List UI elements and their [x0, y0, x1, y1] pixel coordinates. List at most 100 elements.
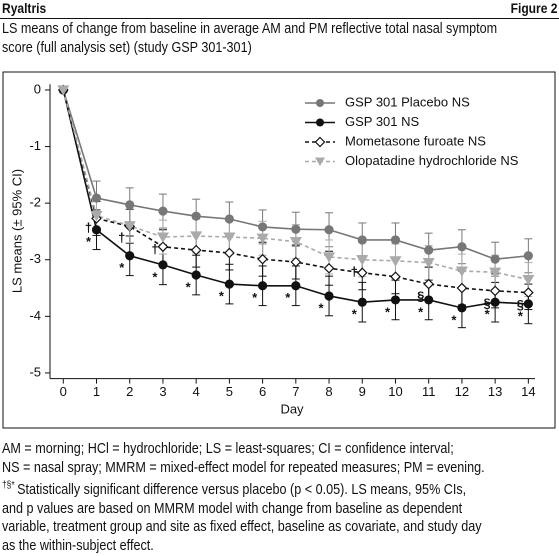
footnote-line: as the within-subject effect. — [2, 536, 154, 554]
marker — [224, 247, 235, 259]
x-tick-label: 6 — [259, 384, 266, 399]
x-tick-label: 3 — [159, 384, 166, 399]
marker — [156, 232, 169, 243]
marker — [357, 297, 367, 307]
marker — [456, 282, 468, 294]
marker — [125, 251, 135, 261]
marker — [356, 255, 369, 266]
significance-marker: * — [119, 260, 125, 275]
marker — [224, 279, 234, 289]
footnote-line: and p values are based on MMRM model wit… — [2, 499, 463, 517]
x-tick-label: 14 — [521, 384, 535, 399]
marker — [224, 214, 234, 224]
significance-marker: * — [518, 308, 524, 323]
legend-label: GSP 301 NS — [345, 114, 420, 129]
legend-marker — [316, 118, 324, 127]
significance-marker: * — [485, 307, 491, 322]
marker — [258, 222, 268, 232]
legend-label: GSP 301 Placebo NS — [345, 94, 470, 109]
significance-marker: § — [417, 289, 424, 304]
marker — [190, 231, 203, 242]
x-tick-label: 9 — [359, 384, 366, 399]
brand: Ryaltris — [2, 0, 47, 16]
marker — [523, 299, 533, 309]
marker — [190, 244, 202, 256]
marker — [457, 303, 467, 313]
y-tick-label: -4 — [29, 308, 41, 323]
significance-marker: * — [352, 307, 358, 322]
y-axis-label: LS means (± 95% CI) — [9, 169, 24, 293]
marker — [424, 245, 434, 255]
legend-marker — [314, 136, 326, 148]
marker — [322, 252, 336, 263]
significance-marker: * — [451, 312, 457, 327]
x-tick-label: 13 — [488, 384, 502, 399]
x-tick-label: 10 — [388, 384, 402, 399]
significance-marker: § — [517, 297, 524, 312]
footnote-line: †§* Statistically significant difference … — [2, 477, 485, 500]
x-axis-label: Day — [280, 401, 304, 416]
marker — [257, 253, 268, 265]
marker — [256, 233, 269, 244]
x-tick-label: 4 — [193, 384, 200, 399]
marker — [290, 256, 302, 268]
marker — [91, 225, 102, 235]
significance-marker: * — [152, 269, 158, 284]
marker — [356, 267, 368, 279]
marker — [522, 274, 535, 286]
footnote-line: AM = morning; HCl = hydrochloride; LS = … — [2, 440, 454, 457]
marker — [390, 235, 401, 245]
marker — [123, 221, 136, 232]
x-tick-label: 8 — [325, 384, 332, 399]
title-line: score (full analysis set) (study GSP 301… — [2, 39, 252, 56]
legend-marker — [315, 157, 325, 166]
marker — [191, 270, 201, 280]
footnote-text: Statistically significant difference ver… — [17, 481, 467, 498]
marker — [323, 262, 335, 274]
legend-label: Mometasone furoate NS — [345, 133, 486, 148]
footnote: AM = morning; HCl = hydrochloride; LS = … — [2, 440, 485, 555]
x-tick-label: 7 — [292, 384, 299, 399]
marker — [91, 193, 102, 203]
significance-marker: * — [219, 289, 225, 304]
marker — [489, 285, 501, 297]
chart: Day LS means (± 95% CI) 0-1-2-3-4-50 1 2 3 4… — [2, 71, 556, 429]
marker — [223, 232, 236, 243]
marker — [357, 235, 367, 245]
marker — [324, 291, 334, 301]
marker — [191, 211, 201, 221]
legend-marker — [316, 99, 324, 107]
marker — [158, 206, 168, 216]
y-tick-label: 0 — [34, 81, 41, 96]
marker — [157, 241, 169, 253]
x-tick-label: 2 — [126, 384, 133, 399]
legend-label: Olopatadine hydrochloride NS — [345, 153, 519, 168]
y-tick-label: -5 — [29, 364, 41, 379]
significance-marker: * — [385, 304, 391, 319]
marker — [324, 225, 334, 235]
marker — [423, 278, 435, 290]
significance-marker: † — [151, 242, 158, 257]
footnote-line: NS = nasal spray; MMRM = mixed-effect mo… — [2, 458, 485, 476]
figure-number: Figure 2 — [510, 0, 557, 16]
significance-marker: * — [418, 304, 424, 319]
y-tick-label: -3 — [29, 251, 41, 266]
marker — [57, 85, 70, 96]
marker — [490, 254, 500, 264]
marker — [291, 224, 301, 234]
significance-marker: † — [351, 264, 358, 279]
x-tick-label: 5 — [226, 384, 233, 399]
marker — [389, 256, 402, 267]
marker — [158, 260, 168, 270]
marker — [291, 281, 301, 291]
y-tick-label: -2 — [29, 195, 41, 210]
marker — [422, 257, 435, 269]
x-tick-label: 12 — [455, 384, 469, 399]
marker — [390, 295, 401, 305]
marker — [523, 287, 534, 298]
marker — [457, 242, 467, 252]
marker — [455, 266, 468, 277]
significance-marker: * — [285, 290, 291, 305]
significance-marker: § — [484, 295, 491, 310]
